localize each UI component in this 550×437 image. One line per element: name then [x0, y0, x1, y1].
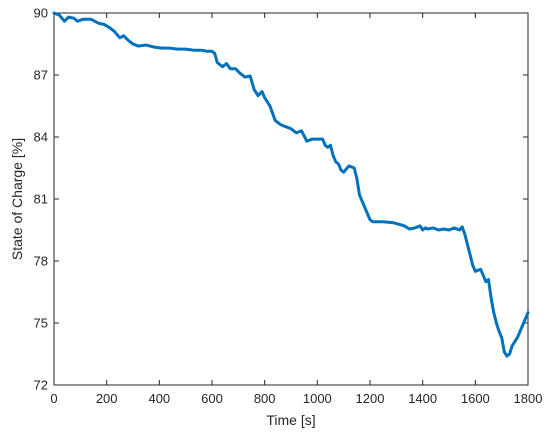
plot-area — [53, 12, 529, 386]
x-axis-label: Time [s] — [266, 412, 315, 428]
x-tick-label: 1000 — [303, 391, 332, 406]
y-tick-label: 81 — [34, 192, 48, 207]
y-tick-label: 87 — [34, 68, 48, 83]
y-tick-label: 90 — [34, 6, 48, 21]
y-tick-label: 78 — [34, 254, 48, 269]
x-axis: 0 200 400 600 800 1000 1200 1400 1600 1800 — [50, 13, 542, 406]
x-tick-label: 1800 — [514, 391, 543, 406]
y-tick-label: 75 — [34, 316, 48, 331]
x-tick-label: 600 — [201, 391, 223, 406]
series-layer — [52, 11, 530, 358]
x-tick-label: 200 — [96, 391, 118, 406]
y-tick-label: 72 — [34, 378, 48, 393]
x-tick-label: 800 — [254, 391, 276, 406]
x-tick-label: 1600 — [461, 391, 490, 406]
series-line-0 — [52, 11, 530, 358]
plot-box — [53, 12, 529, 386]
y-tick-label: 84 — [34, 130, 48, 145]
x-tick-label: 0 — [50, 391, 57, 406]
y-axis-label: State of Charge [%] — [9, 138, 25, 260]
x-tick-label: 1400 — [408, 391, 437, 406]
y-axis: 72 75 78 81 84 87 90 — [34, 6, 528, 393]
x-tick-label: 1200 — [356, 391, 385, 406]
x-tick-label: 400 — [148, 391, 170, 406]
